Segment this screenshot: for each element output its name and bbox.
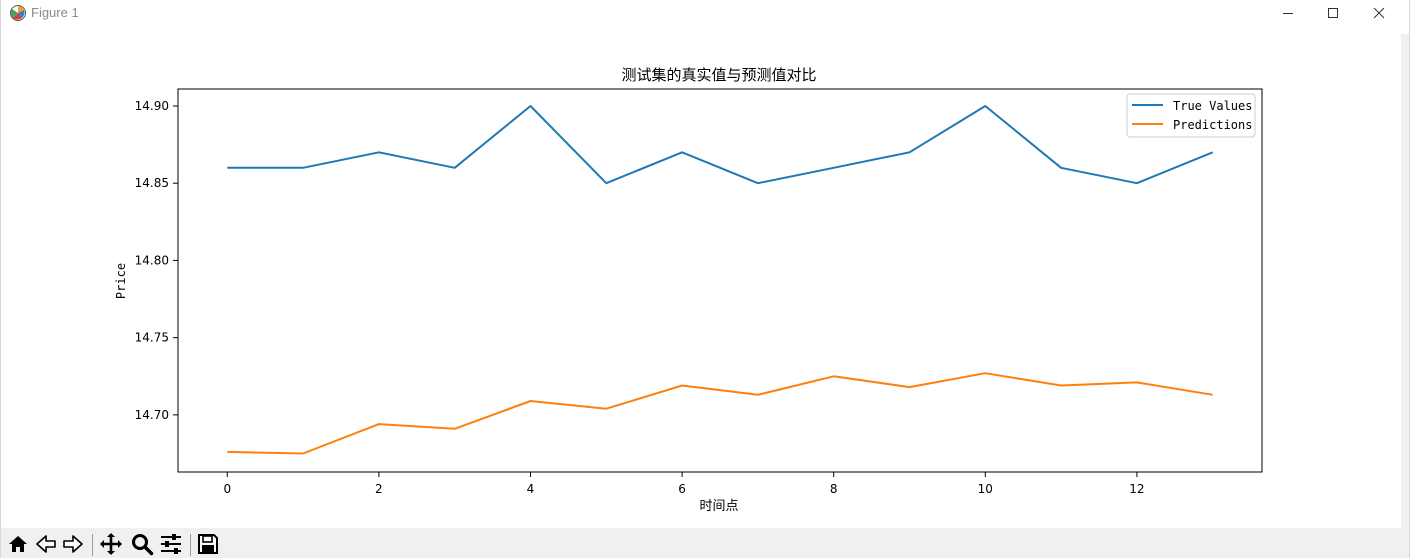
series-line-true-values: [227, 105, 1214, 185]
minimize-icon: [1283, 13, 1293, 14]
y-tick-label: 14.75: [135, 331, 169, 345]
pan-icon: [100, 533, 122, 555]
forward-button[interactable]: [61, 532, 85, 556]
x-tick-label: 6: [678, 482, 686, 496]
configure-subplots-button[interactable]: [159, 532, 183, 556]
x-tick-label: 10: [978, 482, 993, 496]
close-icon: [1373, 7, 1385, 19]
back-button[interactable]: [34, 532, 58, 556]
zoom-button[interactable]: [130, 532, 154, 556]
legend: True Values Predictions: [1126, 93, 1256, 138]
x-tick-label: 8: [830, 482, 838, 496]
window-title: Figure 1: [31, 5, 79, 20]
maximize-icon: [1328, 8, 1338, 18]
window-edge: [1401, 34, 1409, 558]
toolbar-separator: [92, 534, 93, 556]
y-tick-label: 14.80: [135, 253, 169, 267]
close-button[interactable]: [1356, 0, 1402, 26]
legend-label-true-values: True Values: [1173, 99, 1252, 113]
y-axis-label: Price: [114, 263, 128, 299]
save-button[interactable]: [196, 532, 220, 556]
title-bar: Figure 1: [1, 0, 1409, 26]
x-tick-label: 4: [527, 482, 535, 496]
home-icon: [9, 536, 27, 552]
maximize-button[interactable]: [1310, 0, 1356, 26]
navigation-toolbar: [1, 528, 1401, 558]
zoom-icon: [132, 534, 154, 556]
axes-layer: 0 2 4 6 8 10 12 14.70 14.75 14.80 14.85 14.90: [135, 99, 1145, 496]
plot-area: [177, 88, 1263, 473]
minimize-button[interactable]: [1265, 0, 1311, 26]
series-line-predictions: [227, 372, 1213, 455]
home-button[interactable]: [6, 532, 30, 556]
matplotlib-app-icon: [10, 5, 26, 21]
y-tick-label: 14.85: [135, 176, 169, 190]
save-icon: [198, 534, 218, 554]
x-tick-label: 0: [223, 482, 231, 496]
x-tick-label: 2: [375, 482, 383, 496]
chart-title: 测试集的真实值与预测值对比: [621, 66, 816, 84]
series-layer: [227, 105, 1214, 455]
y-tick-label: 14.70: [135, 408, 169, 422]
forward-icon: [63, 535, 83, 553]
back-icon: [36, 535, 56, 553]
y-tick-label: 14.90: [135, 99, 169, 113]
legend-label-predictions: Predictions: [1173, 118, 1252, 132]
x-tick-label: 12: [1129, 482, 1144, 496]
pan-button[interactable]: [99, 532, 123, 556]
x-axis-label: 时间点: [699, 499, 738, 514]
toolbar-separator: [190, 534, 191, 556]
configure-subplots-icon: [161, 534, 181, 554]
figure-canvas: 测试集的真实值与预测值对比 0 2 4 6 8 10 12 14.70 14.75 14.80 14…: [114, 66, 1263, 514]
